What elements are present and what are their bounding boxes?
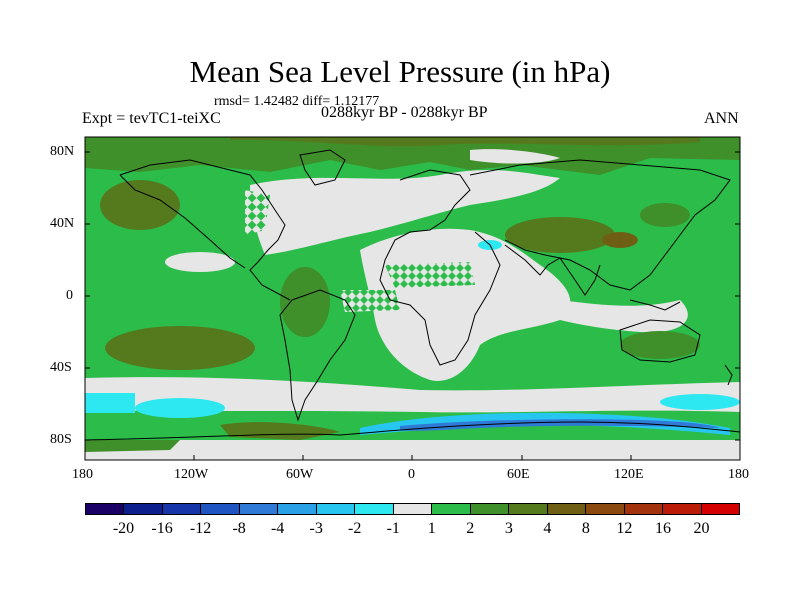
colorbar-label-13: 12 [616,520,633,537]
colorbar-label-14: 16 [654,520,671,537]
colorbar-swatch-3 [201,504,240,514]
lat-label-80n: 80N [50,144,75,159]
field-so-cyan-2 [135,398,225,418]
field-asia-brown [602,232,638,248]
colorbar-swatch-16 [701,504,739,514]
colorbar-label-7: -1 [386,520,400,537]
chart-title: Mean Sea Level Pressure (in hPa) [189,54,611,89]
stats-text: rmsd= 1.42482 diff= 1.12177 [214,94,380,109]
colorbar-label-15: 20 [693,520,710,537]
lat-label-80s: 80S [50,432,72,447]
map-field [85,137,740,460]
lat-label-0: 0 [66,288,73,303]
lat-label-40s: 40S [50,360,72,375]
field-epac-grey [165,252,235,272]
colorbar-swatch-15 [663,504,702,514]
lon-label-0: 0 [408,467,415,482]
colorbar-swatch-8 [393,504,433,514]
colorbar-swatch-0 [86,504,125,514]
colorbar-swatch-1 [124,504,163,514]
colorbar-label-0: -20 [112,520,135,537]
field-asia-olive [505,217,615,253]
colorbar-label-11: 4 [543,520,552,537]
colorbar-label-12: 8 [581,520,590,537]
colorbar-label-2: -12 [189,520,212,537]
field-aus-dark [620,331,700,359]
field-hatch-2 [385,262,475,288]
lon-label-180w: 180 [72,467,93,482]
colorbar-label-9: 2 [466,520,475,537]
colorbar-swatch-9 [432,504,471,514]
field-hatch-3 [340,290,400,312]
lon-label-120e: 120E [614,467,644,482]
colorbar-label-3: -8 [232,520,246,537]
colorbar-label-5: -3 [309,520,323,537]
field-arctic-olive [230,137,700,147]
colorbar-swatch-10 [470,504,510,514]
field-pole-dark [85,440,180,452]
lon-ticks [84,455,741,460]
field-pole-grey [85,440,740,460]
colorbar-label-4: -4 [270,520,285,537]
colorbar-label-8: 1 [427,520,436,537]
field-arctic-grey [470,149,560,164]
lon-label-60e: 60E [507,467,530,482]
colorbar-swatch-12 [547,504,587,514]
lat-label-40n: 40N [50,216,75,231]
colorbar-label-1: -16 [151,520,173,537]
field-nat-grey [250,169,560,255]
colorbar-swatch-2 [162,504,202,514]
field-amz-dark [280,267,330,337]
colorbar-swatch-13 [586,504,625,514]
field-ant-darkblue [400,419,720,431]
colorbar-label-10: 3 [504,520,513,537]
field-npac-olive [100,180,180,230]
colorbar [85,503,740,515]
lon-label-120w: 120W [174,467,209,482]
experiment-label: Expt = tevTC1-teiXC [82,110,221,127]
season-label: ANN [704,110,739,127]
colorbar-swatch-7 [355,504,394,514]
field-so-cyan-3 [660,394,740,410]
lon-label-180e: 180 [728,467,749,482]
colorbar-label-6: -2 [348,520,362,537]
colorbar-swatch-4 [239,504,279,514]
colorbar-swatch-5 [278,504,317,514]
field-spac-olive [105,326,255,370]
colorbar-swatch-14 [624,504,664,514]
colorbar-swatch-11 [509,504,548,514]
colorbar-swatch-6 [316,504,356,514]
field-pac-dark [640,203,690,227]
field-so-grey [85,377,740,413]
period-label: 0288kyr BP - 0288kyr BP [321,104,488,121]
lat-ticks [85,151,740,441]
field-so-cyan-1 [85,393,135,413]
field-arctic [85,137,740,175]
field-ind-grey [560,300,688,333]
coastlines [85,149,740,441]
lon-label-60w: 60W [286,467,314,482]
field-hatch-1 [245,190,270,235]
